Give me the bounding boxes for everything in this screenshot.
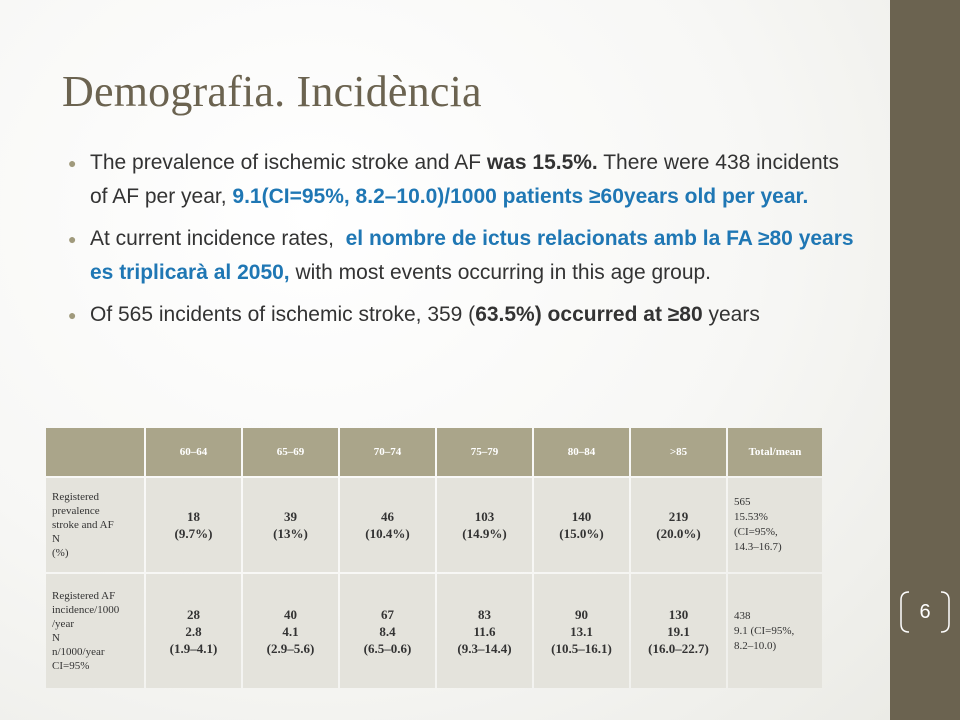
bullet-dot-icon: ● <box>68 155 77 171</box>
table-cell: 140 (15.0%) <box>534 478 629 572</box>
bullet-text-highlight: el nombre de ictus relacionats amb la FA… <box>90 227 854 284</box>
table-cell: 83 11.6 (9.3–14.4) <box>437 574 532 688</box>
column-header: 75–79 <box>437 428 532 476</box>
column-header: Total/mean <box>728 428 822 476</box>
column-header: 80–84 <box>534 428 629 476</box>
table-corner-cell <box>46 428 144 476</box>
bullet-text: with most events occurring in this age g… <box>289 261 712 284</box>
bullet-text: years <box>702 303 760 326</box>
page-number: 6 <box>919 601 931 623</box>
column-header: 65–69 <box>243 428 338 476</box>
table-header-row: 60–64 65–69 70–74 75–79 80–84 >85 Total/… <box>46 428 822 476</box>
table-cell: 67 8.4 (6.5–0.6) <box>340 574 435 688</box>
bullet-dot-icon: ● <box>68 231 77 247</box>
table-cell: 103 (14.9%) <box>437 478 532 572</box>
bullet-text-bold: 63.5%) occurred at ≥80 <box>475 303 703 326</box>
table-total-cell: 438 9.1 (CI=95%, 8.2–10.0) <box>728 574 822 688</box>
table-cell: 39 (13%) <box>243 478 338 572</box>
bullet-text: There were 438 incidents of AF per year, <box>90 151 840 208</box>
table-total-cell: 565 15.53% (CI=95%, 14.3–16.7) <box>728 478 822 572</box>
bullet-list: ● The prevalence of ischemic stroke and … <box>64 146 854 340</box>
bullet-item: ● At current incidence rates, el nombre … <box>64 222 854 290</box>
bullet-dot-icon: ● <box>68 307 77 323</box>
page-bracket-icon <box>900 591 950 633</box>
table-cell: 40 4.1 (2.9–5.6) <box>243 574 338 688</box>
data-table: 60–64 65–69 70–74 75–79 80–84 >85 Total/… <box>44 426 824 690</box>
bullet-text: Of 565 incidents of ischemic stroke, 359… <box>90 303 476 326</box>
table-cell: 130 19.1 (16.0–22.7) <box>631 574 726 688</box>
row-label: Registered prevalence stroke and AF N (%… <box>46 478 144 572</box>
bullet-text: At current incidence rates, <box>90 227 346 250</box>
table-cell: 90 13.1 (10.5–16.1) <box>534 574 629 688</box>
bullet-item: ● The prevalence of ischemic stroke and … <box>64 146 854 214</box>
column-header: 70–74 <box>340 428 435 476</box>
bullet-text-bold: was 15.5%. <box>486 151 598 174</box>
row-label: Registered AF incidence/1000 /year N n/1… <box>46 574 144 688</box>
table-cell: 28 2.8 (1.9–4.1) <box>146 574 241 688</box>
slide-title: Demografia. Incidència <box>62 67 482 116</box>
bullet-text: The prevalence of ischemic stroke and AF <box>90 151 487 174</box>
column-header: 60–64 <box>146 428 241 476</box>
table-cell: 46 (10.4%) <box>340 478 435 572</box>
bullet-item: ● Of 565 incidents of ischemic stroke, 3… <box>64 298 854 332</box>
table-row: Registered AF incidence/1000 /year N n/1… <box>46 574 822 688</box>
table-row: Registered prevalence stroke and AF N (%… <box>46 478 822 572</box>
bullet-text-highlight: 9.1(CI=95%, 8.2–10.0)/1000 patients ≥60y… <box>232 185 809 208</box>
page-number-box: 6 <box>897 590 953 634</box>
table-cell: 18 (9.7%) <box>146 478 241 572</box>
table-cell: 219 (20.0%) <box>631 478 726 572</box>
column-header: >85 <box>631 428 726 476</box>
